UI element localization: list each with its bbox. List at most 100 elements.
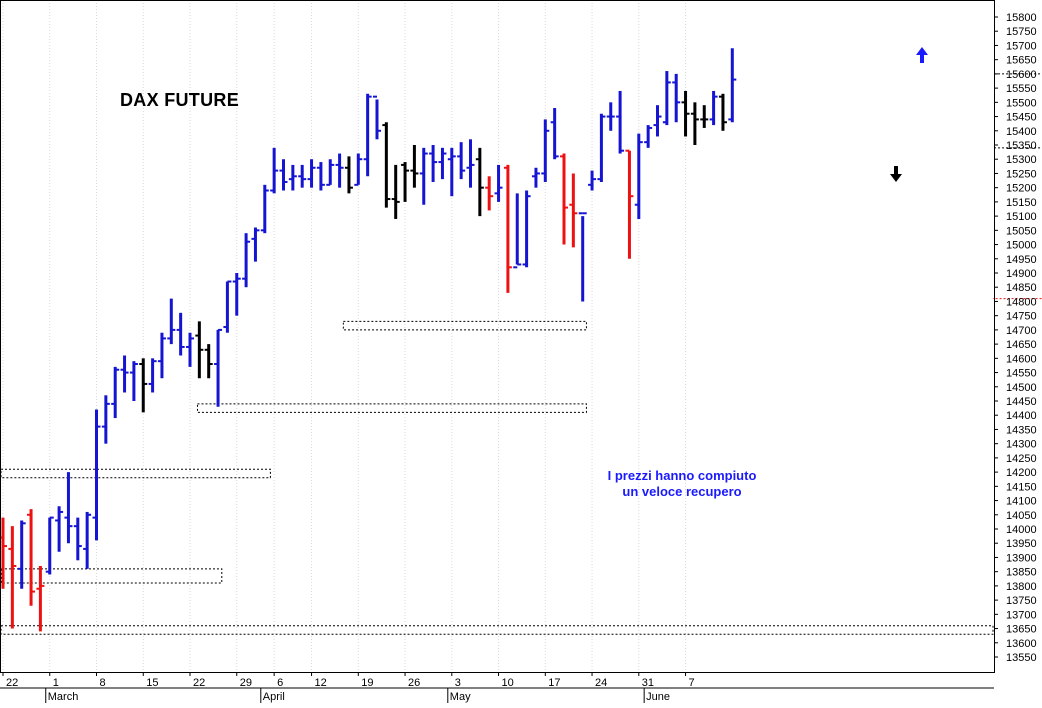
ohlc-bar	[718, 93, 727, 131]
y-tick-label: 14500	[1006, 382, 1037, 394]
ohlc-bar	[531, 167, 540, 188]
y-tick-label: 14200	[1006, 467, 1037, 479]
y-tick-label: 15450	[1006, 112, 1037, 124]
support-resistance-band	[342, 320, 587, 331]
y-tick-label: 13950	[1006, 538, 1037, 550]
ohlc-bar	[644, 125, 653, 148]
ohlc-bar	[64, 472, 73, 544]
x-tick-label: 31	[642, 677, 654, 689]
ohlc-bar	[176, 312, 185, 356]
ohlc-bar	[326, 159, 335, 186]
y-tick-label: 14750	[1006, 311, 1037, 323]
ohlc-bar	[503, 164, 512, 293]
y-tick-label: 15700	[1006, 40, 1037, 52]
ohlc-bar	[279, 159, 288, 191]
ohlc-bar	[560, 153, 568, 245]
ohlc-bar	[634, 133, 643, 219]
y-tick-label: 14350	[1006, 424, 1037, 436]
ohlc-bar	[139, 358, 148, 413]
ohlc-bar	[363, 93, 372, 177]
y-tick-label: 14950	[1006, 254, 1037, 266]
ohlc-bar	[129, 361, 138, 401]
ohlc-bar	[373, 95, 381, 140]
ohlc-bar	[92, 409, 101, 541]
ohlc-bar	[672, 73, 681, 123]
support-resistance-bands	[0, 73, 1042, 635]
y-tick-label: 15150	[1006, 197, 1037, 209]
ohlc-bar	[307, 159, 316, 188]
y-tick-label: 14800	[1006, 296, 1037, 308]
y-tick-label: 14450	[1006, 396, 1037, 408]
y-tick-label: 15800	[1006, 12, 1037, 24]
ohlc-bar	[616, 90, 625, 154]
y-tick-label: 15100	[1006, 211, 1037, 223]
ohlc-bar	[148, 358, 157, 393]
price-bars	[0, 48, 737, 632]
plot-border	[0, 0, 995, 673]
y-tick-label: 14600	[1006, 353, 1037, 365]
support-resistance-band	[0, 625, 994, 635]
y-tick-label: 13800	[1006, 581, 1037, 593]
ohlc-bar	[391, 164, 400, 219]
ohlc-bar	[335, 153, 344, 188]
ohlc-bar	[157, 332, 166, 379]
ohlc-bar	[382, 122, 391, 208]
y-tick-label: 14250	[1006, 453, 1037, 465]
ohlc-bar	[466, 139, 475, 188]
annotation-line-1: I prezzi hanno compiuto	[607, 468, 757, 483]
y-tick-label: 14400	[1006, 410, 1037, 422]
y-tick-label: 13900	[1006, 552, 1037, 564]
ohlc-bar	[73, 517, 82, 561]
ohlc-bar	[101, 395, 110, 444]
ohlc-bar	[232, 273, 241, 316]
ohlc-bar	[522, 190, 531, 268]
ohlc-bar	[36, 565, 45, 632]
y-tick-label: 15050	[1006, 225, 1037, 237]
x-tick-label: 7	[689, 677, 695, 689]
ohlc-bar	[681, 90, 690, 137]
ohlc-bar	[167, 298, 176, 345]
ohlc-bar	[457, 142, 466, 180]
x-tick-label: 22	[193, 677, 205, 689]
y-tick-label: 15000	[1006, 240, 1037, 252]
down-arrow-icon	[890, 166, 902, 182]
ohlc-bar	[214, 328, 223, 407]
y-tick-label: 15650	[1006, 55, 1037, 67]
ohlc-bar	[344, 156, 353, 194]
y-tick-label: 14150	[1006, 481, 1037, 493]
y-tick-label: 15500	[1006, 97, 1037, 109]
y-tick-label: 14050	[1006, 510, 1037, 522]
x-tick-label: 8	[100, 677, 106, 689]
y-tick-label: 13750	[1006, 595, 1037, 607]
ohlc-bar	[410, 145, 419, 188]
y-tick-label: 13650	[1006, 624, 1037, 636]
x-tick-label: 17	[548, 677, 560, 689]
support-resistance-band	[0, 568, 223, 584]
x-tick-label: 22	[6, 677, 18, 689]
chart-title: DAX FUTURE	[120, 90, 239, 110]
ohlc-bar	[541, 119, 550, 182]
ohlc-bar	[260, 184, 269, 234]
ohlc-bar	[578, 212, 587, 302]
ohlc-bar	[288, 164, 297, 191]
y-tick-label: 15600	[1006, 69, 1037, 81]
x-tick-label: 29	[240, 677, 252, 689]
month-label: March	[48, 691, 79, 703]
ohlc-bar	[662, 71, 671, 126]
ohlc-bar	[27, 509, 36, 606]
ohlc-bar	[709, 90, 718, 126]
y-tick-label: 14300	[1006, 439, 1037, 451]
y-tick-label: 15550	[1006, 83, 1037, 95]
y-tick-label: 14100	[1006, 496, 1037, 508]
ohlc-bar	[485, 176, 494, 211]
x-tick-label: 10	[502, 677, 514, 689]
ohlc-bar	[111, 366, 120, 419]
ohlc-bar	[475, 147, 484, 217]
ohlc-bar	[513, 193, 522, 269]
ohlc-bar	[429, 145, 438, 182]
ohlc-bar	[653, 105, 662, 137]
grid	[2, 0, 687, 672]
month-label: April	[263, 691, 285, 703]
ohlc-bar	[251, 227, 260, 262]
y-tick-label: 15350	[1006, 140, 1037, 152]
